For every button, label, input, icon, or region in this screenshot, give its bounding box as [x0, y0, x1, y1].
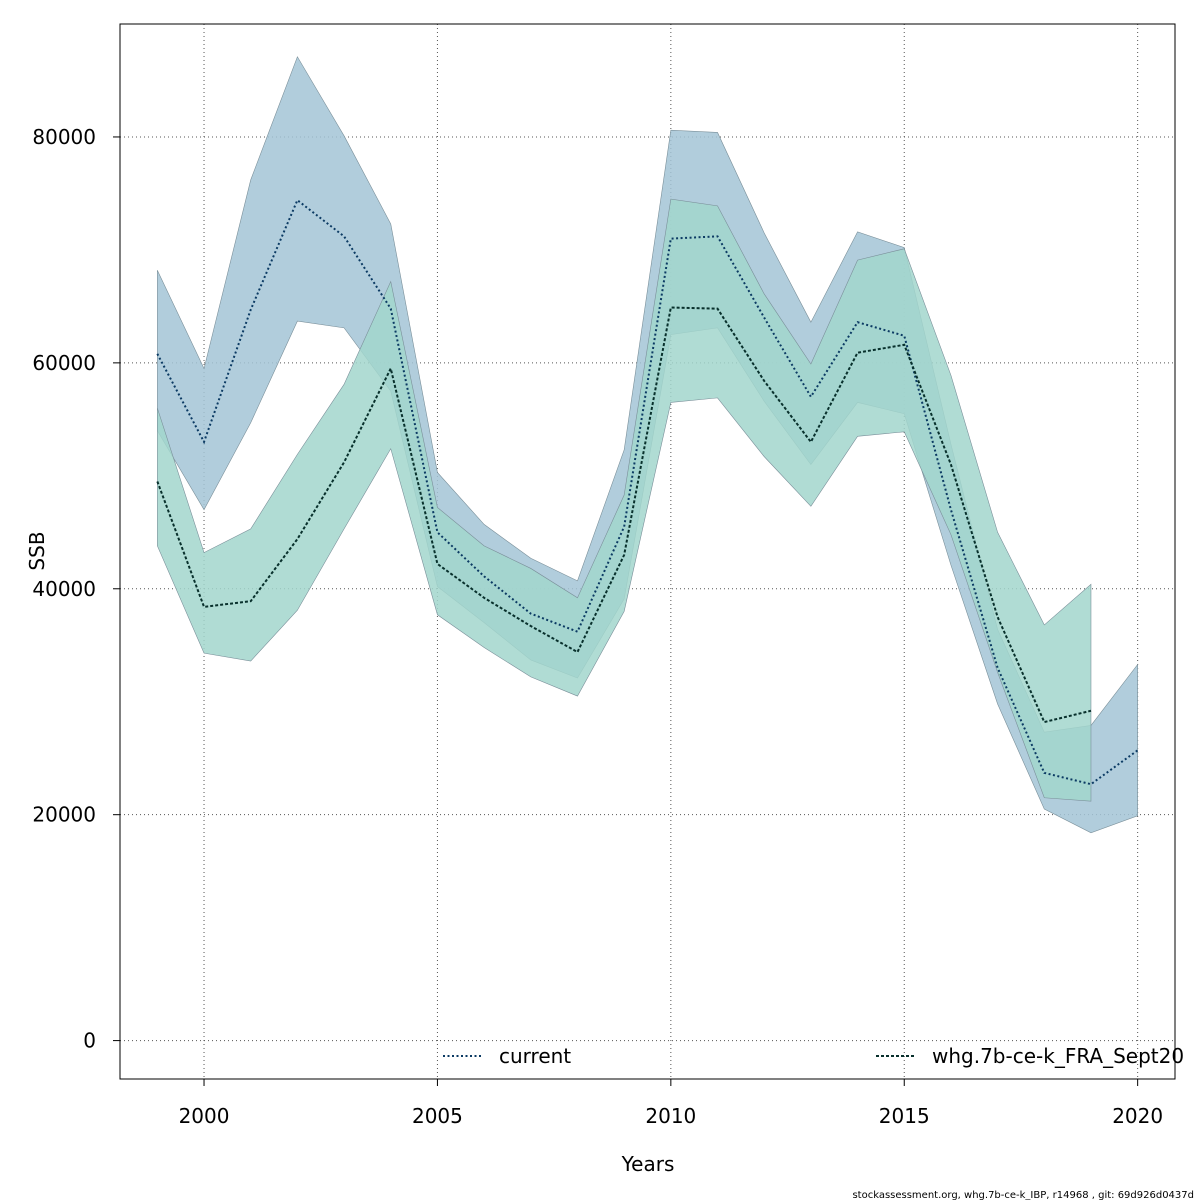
series-line-1: [156, 198, 1139, 786]
y-tick-label: 0: [83, 1029, 96, 1053]
x-axis-label: Years: [621, 1152, 675, 1176]
x-tick-label: 2010: [645, 1104, 696, 1128]
x-axis-ticks: 2000 2005 2010 2015 2020: [179, 1079, 1163, 1128]
confidence-bands: [157, 56, 1138, 834]
plot-frame: [119, 23, 1176, 1080]
confidence-band-2: [157, 198, 1092, 802]
x-tick-label: 2005: [412, 1104, 463, 1128]
footer-credit: stockassessment.org, whg.7b-ce-k_IBP, r1…: [852, 1190, 1194, 1200]
series-lines: [156, 198, 1139, 786]
x-tick-label: 2015: [879, 1104, 930, 1128]
x-tick-label: 2000: [179, 1104, 230, 1128]
series-line-2: [156, 306, 1092, 724]
y-axis-label: SSB: [25, 531, 49, 570]
y-axis-ticks: 0 20000 40000 60000 80000: [32, 125, 120, 1053]
legend-label: whg.7b-ce-k_FRA_Sept20: [932, 1044, 1184, 1068]
y-tick-label: 20000: [32, 803, 96, 827]
y-tick-label: 80000: [32, 125, 96, 149]
x-tick-label: 2020: [1112, 1104, 1163, 1128]
legend-label: current: [499, 1044, 571, 1068]
y-tick-label: 60000: [32, 351, 96, 375]
y-tick-label: 40000: [32, 577, 96, 601]
legend: current whg.7b-ce-k_FRA_Sept20: [443, 1044, 1184, 1068]
